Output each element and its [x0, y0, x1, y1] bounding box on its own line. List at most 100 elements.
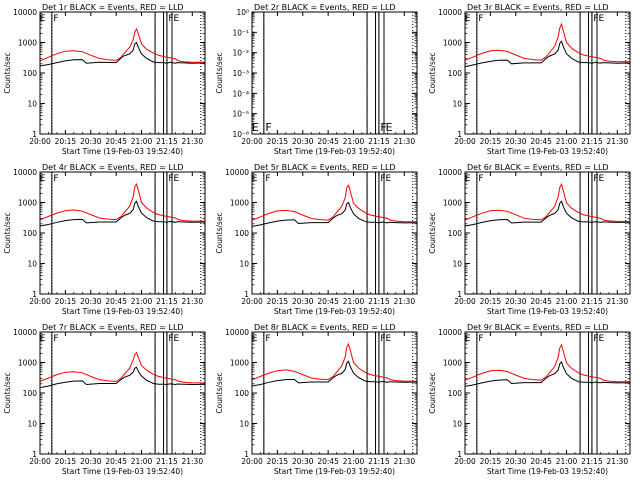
x-tick-label: 20:15	[480, 457, 502, 466]
annotation-letter: F	[168, 14, 173, 24]
y-tick-label: 10000	[225, 168, 249, 177]
annotation-letter: E	[465, 174, 471, 184]
x-tick-label: 20:15	[55, 297, 77, 306]
plot-frame	[251, 171, 418, 295]
x-tick-label: 20:00	[454, 297, 476, 306]
y-tick-label: 100	[448, 229, 463, 238]
annotation-letter: E	[465, 14, 471, 24]
annotation-letter: F	[478, 14, 483, 24]
y-tick-label: 10	[452, 260, 462, 269]
annotation-letter: F	[478, 334, 483, 344]
x-tick-label: 20:45	[530, 137, 552, 146]
x-tick-label: 21:15	[156, 457, 178, 466]
annotation-letter: F	[53, 174, 58, 184]
annotation-letter: F	[380, 174, 385, 184]
annotation-letter: E	[252, 121, 259, 134]
annotation-letter: E	[386, 174, 392, 184]
x-tick-label: 20:30	[80, 137, 102, 146]
x-tick-label: 21:00	[131, 297, 153, 306]
annotation-letter: F	[53, 334, 58, 344]
x-axis-label: Start Time (19-Feb-03 19:52:40)	[487, 307, 608, 316]
y-axis-label: Counts/sec	[215, 52, 224, 93]
panel-title: Det 1r BLACK = Events, RED = LLD	[42, 3, 184, 12]
x-tick-label: 21:30	[393, 457, 415, 466]
annotation-letter: E	[252, 174, 258, 184]
y-axis-label: Counts/sec	[428, 212, 437, 253]
annotation-letter: E	[174, 334, 180, 344]
x-tick-label: 20:45	[317, 137, 339, 146]
x-tick-label: 20:30	[505, 137, 527, 146]
annotation-letter: E	[40, 334, 46, 344]
y-tick-label: 10	[452, 420, 462, 429]
series-events	[39, 366, 205, 389]
series-lld	[39, 351, 205, 384]
x-tick-label: 21:15	[581, 297, 603, 306]
x-tick-label: 21:15	[581, 137, 603, 146]
y-tick-label: 10⁻²	[232, 49, 249, 58]
x-axis-label: Start Time (19-Feb-03 19:52:40)	[62, 467, 183, 476]
x-tick-label: 21:00	[343, 297, 365, 306]
y-tick-label: 1000	[230, 359, 249, 368]
series-lld	[464, 343, 630, 383]
series-events	[464, 40, 630, 68]
x-tick-label: 20:45	[105, 457, 127, 466]
series-lld	[251, 342, 417, 382]
x-tick-label: 20:45	[530, 457, 552, 466]
y-axis-label: Counts/sec	[428, 52, 437, 93]
series-events	[464, 360, 630, 387]
series-events	[39, 41, 205, 67]
annotation-letter: F	[380, 334, 385, 344]
x-tick-label: 20:15	[55, 457, 77, 466]
x-axis-label: Start Time (19-Feb-03 19:52:40)	[487, 147, 608, 156]
series-events	[39, 200, 205, 227]
series-events	[251, 360, 417, 387]
y-tick-label: 10⁻⁴	[232, 89, 249, 98]
y-axis-label: Counts/sec	[3, 212, 12, 253]
y-tick-label: 1000	[18, 39, 37, 48]
y-axis-label: Counts/sec	[3, 372, 12, 413]
x-tick-label: 20:15	[267, 457, 289, 466]
series-lld	[464, 22, 630, 63]
x-tick-label: 20:00	[29, 457, 51, 466]
x-tick-label: 20:15	[55, 137, 77, 146]
panel-title: Det 8r BLACK = Events, RED = LLD	[254, 323, 396, 332]
x-tick-label: 20:45	[317, 297, 339, 306]
x-tick-label: 20:00	[241, 137, 263, 146]
plot-frame	[39, 11, 206, 135]
x-tick-label: 20:00	[29, 297, 51, 306]
y-tick-label: 10⁻¹	[232, 28, 249, 37]
series-events	[251, 201, 417, 227]
y-tick-label: 10000	[438, 168, 462, 177]
x-tick-label: 21:30	[606, 137, 628, 146]
x-axis-label: Start Time (19-Feb-03 19:52:40)	[62, 307, 183, 316]
y-tick-label: 10000	[225, 328, 249, 337]
x-tick-label: 21:15	[368, 297, 390, 306]
annotation-letter: E	[40, 14, 46, 24]
annotation-letter: F	[168, 174, 173, 184]
x-tick-label: 21:15	[581, 457, 603, 466]
series-lld	[39, 27, 205, 63]
x-tick-label: 21:00	[556, 297, 578, 306]
x-tick-label: 20:30	[292, 297, 314, 306]
x-tick-label: 20:45	[105, 137, 127, 146]
annotation-letter: F	[53, 14, 58, 24]
panel-title: Det 6r BLACK = Events, RED = LLD	[467, 163, 609, 172]
panel-title: Det 5r BLACK = Events, RED = LLD	[254, 163, 396, 172]
x-tick-label: 21:15	[156, 137, 178, 146]
x-tick-label: 20:00	[241, 297, 263, 306]
plot-frame	[464, 331, 631, 455]
x-tick-label: 20:00	[241, 457, 263, 466]
y-tick-label: 10	[27, 100, 37, 109]
y-tick-label: 10000	[13, 168, 37, 177]
x-tick-label: 21:15	[156, 297, 178, 306]
plot-frame	[251, 331, 418, 455]
y-tick-label: 1	[457, 290, 462, 299]
x-tick-label: 20:15	[480, 297, 502, 306]
x-tick-label: 20:45	[105, 297, 127, 306]
